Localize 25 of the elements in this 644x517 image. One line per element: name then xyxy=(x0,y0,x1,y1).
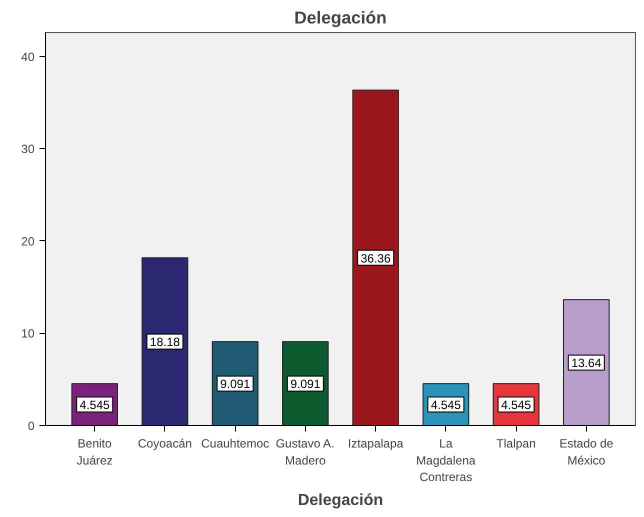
x-tick-label: Cuauhtemoc xyxy=(201,436,270,450)
x-axis-title: Delegación xyxy=(298,492,384,510)
y-tick-label: 0 xyxy=(28,419,35,433)
chart-title: Delegación xyxy=(294,8,387,28)
data-label: 13.64 xyxy=(571,356,602,370)
data-label: 36.36 xyxy=(360,251,391,266)
bar xyxy=(352,90,399,426)
data-label: 4.545 xyxy=(501,398,532,412)
y-tick-label: 20 xyxy=(21,234,35,248)
x-tick-label: Gustavo A. Madero xyxy=(276,436,334,468)
x-tick-label: Benito Juárez xyxy=(76,436,113,468)
data-label: 9.091 xyxy=(220,377,250,392)
y-tick-label: 10 xyxy=(21,326,35,341)
data-label: 18.18 xyxy=(150,335,180,350)
x-tick-label: Tlalpan xyxy=(496,436,536,450)
x-tick-label: Estado de México xyxy=(559,436,614,468)
bar xyxy=(142,257,188,426)
data-label: 4.545 xyxy=(430,398,462,412)
x-tick-label: Iztapalapa xyxy=(348,436,404,450)
x-tick-label: La Magdalena Contreras xyxy=(416,436,476,484)
y-tick-label: 30 xyxy=(21,142,35,156)
y-tick-label: 40 xyxy=(21,50,35,64)
data-label: 9.091 xyxy=(290,377,321,392)
x-tick-label: Coyoacán xyxy=(138,436,192,450)
data-label: 4.545 xyxy=(80,398,110,412)
